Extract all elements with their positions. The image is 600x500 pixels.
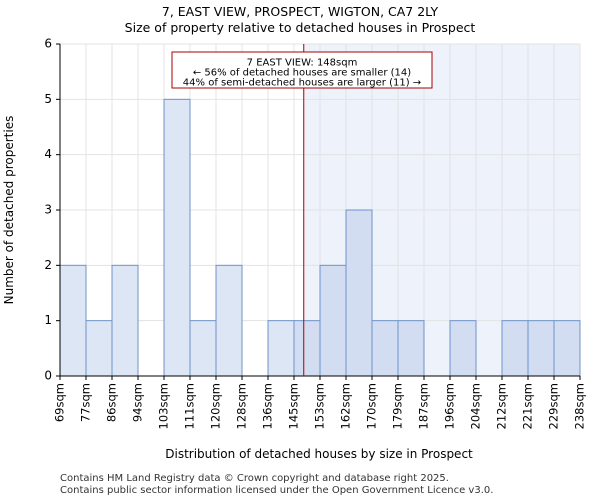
y-tick-label: 5 [44,92,52,106]
x-tick-label: 136sqm [261,383,275,429]
x-tick-label: 196sqm [443,383,457,429]
x-tick-label: 162sqm [339,383,353,429]
footer-copyright: Contains HM Land Registry data © Crown c… [60,473,449,484]
y-tick-label: 1 [44,313,52,327]
y-tick-label: 4 [44,147,52,161]
x-tick-label: 69sqm [53,383,67,422]
histogram-bar [397,320,425,377]
x-tick-label: 145sqm [287,383,301,429]
footer-licence: Contains public sector information licen… [60,485,494,496]
x-tick-label: 238sqm [573,383,587,429]
y-axis-label: Number of detached properties [2,116,16,305]
annotation-box [171,51,433,89]
x-tick-label: 212sqm [495,383,509,429]
x-tick-label: 221sqm [521,383,535,429]
x-tick-label: 103sqm [157,383,171,429]
annotation-title: 7 EAST VIEW: 148sqm [247,58,358,69]
histogram-bar [111,264,139,377]
histogram-bar [345,209,373,377]
histogram-bar [371,320,399,377]
x-tick-label: 94sqm [131,383,145,422]
x-tick-label: 187sqm [417,383,431,429]
chart-title: 7, EAST VIEW, PROSPECT, WIGTON, CA7 2LY [161,4,439,19]
histogram-bar [553,320,581,377]
histogram-bar [163,98,191,377]
annotation-larger: 44% of semi-detached houses are larger (… [183,78,421,89]
histogram-bar [267,320,295,377]
y-tick-label: 0 [44,369,52,383]
histogram-bar [85,320,113,377]
x-tick-label: 111sqm [183,383,197,429]
histogram-bar [319,264,347,377]
x-tick-label: 229sqm [547,383,561,429]
histogram-bar [215,264,243,377]
y-tick-label: 6 [44,37,52,51]
chart-subtitle: Size of property relative to detached ho… [124,20,476,35]
x-tick-label: 204sqm [469,383,483,429]
x-tick-label: 120sqm [209,383,223,429]
histogram-bar [527,320,555,377]
histogram-bar [293,320,321,377]
annotation-smaller: ← 56% of detached houses are smaller (14… [193,68,411,79]
x-tick-label: 128sqm [235,383,249,429]
x-tick-label: 153sqm [313,383,327,429]
x-axis-label: Distribution of detached houses by size … [165,447,473,461]
x-tick-label: 170sqm [365,383,379,429]
x-tick-label: 77sqm [79,383,93,422]
histogram-bar [501,320,529,377]
histogram-bar [449,320,477,377]
y-tick-label: 2 [44,258,52,272]
x-tick-label: 86sqm [105,383,119,422]
x-tick-label: 179sqm [391,383,405,429]
y-tick-label: 3 [44,203,52,217]
histogram-bar [59,264,87,377]
histogram-bar [189,320,217,377]
